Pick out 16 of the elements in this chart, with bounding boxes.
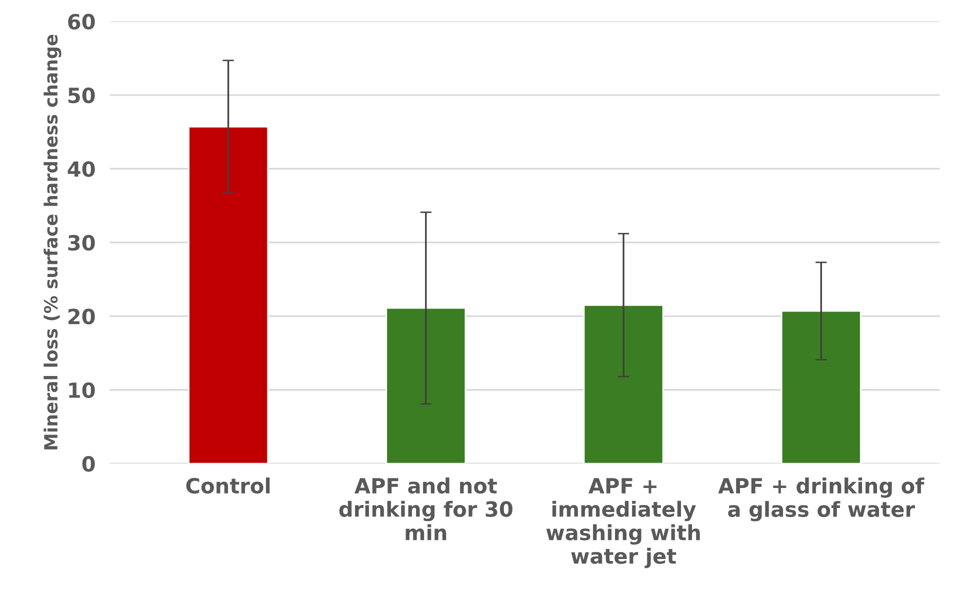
y-tick-label: 60	[68, 14, 95, 30]
y-tick-label: 20	[68, 308, 95, 324]
bar	[583, 304, 664, 464]
bar	[386, 307, 466, 464]
x-tick-label: Control	[186, 477, 270, 494]
bar	[780, 310, 862, 464]
bar	[188, 126, 268, 464]
x-tick-label: APF and not drinking for 30 min	[339, 477, 512, 540]
y-tick-label: 0	[82, 456, 95, 472]
y-axis-title: Mineral loss (% surface hardness change	[44, 34, 62, 450]
y-tick-label: 30	[68, 234, 95, 251]
y-tick-label: 10	[69, 382, 95, 398]
y-tick-label: 50	[68, 88, 95, 104]
x-tick-label: APF + immediately washing with water jet	[546, 478, 700, 568]
x-tick-label: APF + drinking of a glass of water	[718, 477, 924, 522]
y-tick-label: 40	[68, 161, 95, 177]
